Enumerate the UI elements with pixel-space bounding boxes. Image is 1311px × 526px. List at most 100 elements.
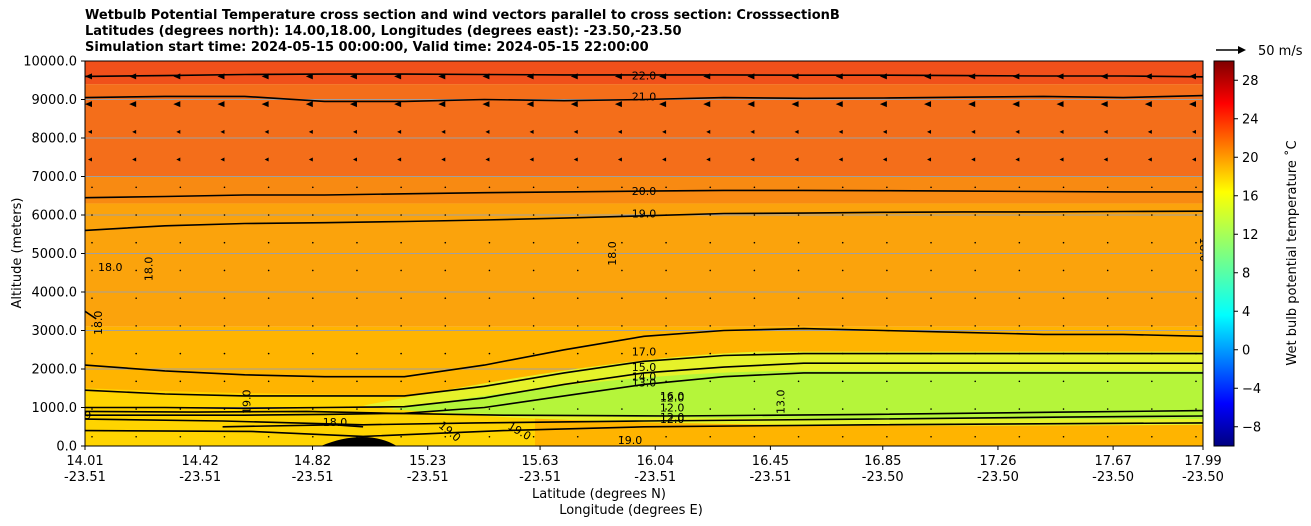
wind-vector bbox=[968, 73, 976, 80]
wind-vector bbox=[924, 101, 932, 108]
wind-vector bbox=[179, 435, 182, 438]
wind-vector bbox=[532, 186, 535, 189]
contour-label: 16.0 bbox=[660, 390, 685, 403]
wind-vector bbox=[91, 241, 93, 244]
wind-vector bbox=[312, 297, 314, 299]
wind-vector bbox=[1062, 241, 1065, 244]
wind-vector bbox=[394, 73, 402, 80]
wind-vector bbox=[791, 73, 799, 80]
wind-vector bbox=[179, 269, 182, 272]
wind-vector bbox=[482, 101, 490, 108]
x-tick-label-lat: 15.23 bbox=[409, 454, 446, 469]
wind-vector bbox=[1195, 352, 1197, 355]
wind-vector bbox=[91, 214, 93, 216]
wind-vector bbox=[308, 129, 313, 134]
wind-vector bbox=[85, 101, 92, 108]
wind-vector bbox=[91, 325, 93, 327]
y-tick-label: 8000.0 bbox=[32, 132, 78, 147]
wind-vector bbox=[1018, 297, 1021, 299]
wind-vector bbox=[930, 186, 932, 189]
fill-band bbox=[85, 61, 1203, 85]
wind-vector bbox=[135, 380, 137, 383]
contour-label: 17.0 bbox=[632, 346, 657, 359]
wind-vector bbox=[1106, 214, 1109, 216]
colorbar-tick-label: 16 bbox=[1242, 189, 1259, 204]
colorbar-ticks: −8 −4 0 4 8 12 16 20 24 28 bbox=[1234, 74, 1261, 435]
wind-vector bbox=[223, 297, 226, 299]
y-tick-label: 10000.0 bbox=[23, 55, 77, 70]
terrain-bump bbox=[320, 437, 397, 446]
wind-vector bbox=[797, 435, 800, 438]
wind-vector bbox=[532, 408, 535, 410]
wind-vector bbox=[179, 380, 182, 383]
wind-vector bbox=[974, 435, 976, 438]
wind-vector bbox=[709, 380, 712, 383]
wind-vector bbox=[176, 157, 181, 162]
wind-vector bbox=[485, 157, 490, 162]
wind-vectors bbox=[85, 73, 1197, 438]
wind-vector bbox=[1018, 214, 1021, 216]
wind-vector bbox=[1062, 297, 1065, 299]
wind-vector bbox=[576, 408, 579, 410]
x-axis-label-longitude: Longitude (degrees E) bbox=[559, 503, 703, 518]
contour-line bbox=[85, 352, 1203, 397]
wind-vector bbox=[1106, 352, 1109, 355]
contour-line bbox=[85, 327, 1203, 378]
wind-vector bbox=[1018, 269, 1021, 272]
fill-band bbox=[85, 203, 1203, 327]
contour-label: 19.0 bbox=[241, 389, 254, 414]
contour-label: 12.0 bbox=[660, 413, 685, 426]
wind-vector bbox=[665, 269, 667, 272]
wind-vector bbox=[223, 269, 226, 272]
x-tick-label-lon: -23.51 bbox=[634, 470, 676, 485]
wind-vector bbox=[444, 352, 447, 355]
wind-vector bbox=[264, 129, 269, 134]
wind-vector bbox=[488, 352, 491, 355]
wind-vector bbox=[841, 408, 844, 410]
wind-vector bbox=[1015, 157, 1020, 162]
wind-vector bbox=[879, 101, 887, 108]
wind-vector bbox=[797, 186, 800, 189]
colorbar bbox=[1213, 60, 1235, 447]
chart-title-line-3: Simulation start time: 2024-05-15 00:00:… bbox=[85, 40, 649, 55]
wind-vector bbox=[621, 269, 623, 272]
wind-vector bbox=[394, 101, 402, 108]
wind-vector bbox=[312, 380, 314, 383]
wind-vector bbox=[886, 214, 888, 216]
wind-vector bbox=[576, 186, 579, 189]
wind-vector bbox=[1103, 157, 1108, 162]
wind-vector bbox=[1147, 157, 1152, 162]
wind-vector bbox=[1103, 129, 1108, 134]
wind-vector bbox=[400, 241, 402, 244]
wind-vector bbox=[1062, 352, 1065, 355]
wind-vector bbox=[1106, 380, 1109, 383]
wind-vector bbox=[356, 435, 358, 438]
contour-label: 15.0 bbox=[632, 361, 657, 374]
wind-vector bbox=[220, 157, 225, 162]
wind-vector bbox=[797, 380, 800, 383]
wind-vector bbox=[312, 435, 314, 438]
wind-vector bbox=[665, 297, 667, 299]
wind-vector bbox=[791, 101, 799, 108]
x-tick-label-lon: -23.50 bbox=[862, 470, 904, 485]
wind-vector bbox=[488, 214, 491, 216]
wind-vector bbox=[621, 214, 623, 216]
wind-vector bbox=[444, 297, 447, 299]
wind-vector bbox=[132, 129, 137, 134]
wind-vector bbox=[444, 408, 447, 410]
wind-vector bbox=[924, 73, 932, 80]
wind-vector bbox=[753, 186, 756, 189]
wind-vector bbox=[267, 214, 270, 216]
wind-vector bbox=[1018, 380, 1021, 383]
wind-vector bbox=[974, 352, 976, 355]
wind-vector bbox=[356, 241, 358, 244]
contour-label: 19.0 bbox=[618, 434, 643, 447]
wind-vector bbox=[797, 352, 800, 355]
quiver-key-arrowhead bbox=[1238, 46, 1246, 54]
contour-label: 14.0 bbox=[632, 371, 657, 384]
wind-vector bbox=[709, 269, 712, 272]
contour-label: 22.0 bbox=[632, 70, 657, 83]
wind-vector bbox=[886, 435, 888, 438]
wind-vector bbox=[482, 73, 490, 80]
x-tick-label-lat: 17.67 bbox=[1095, 454, 1132, 469]
